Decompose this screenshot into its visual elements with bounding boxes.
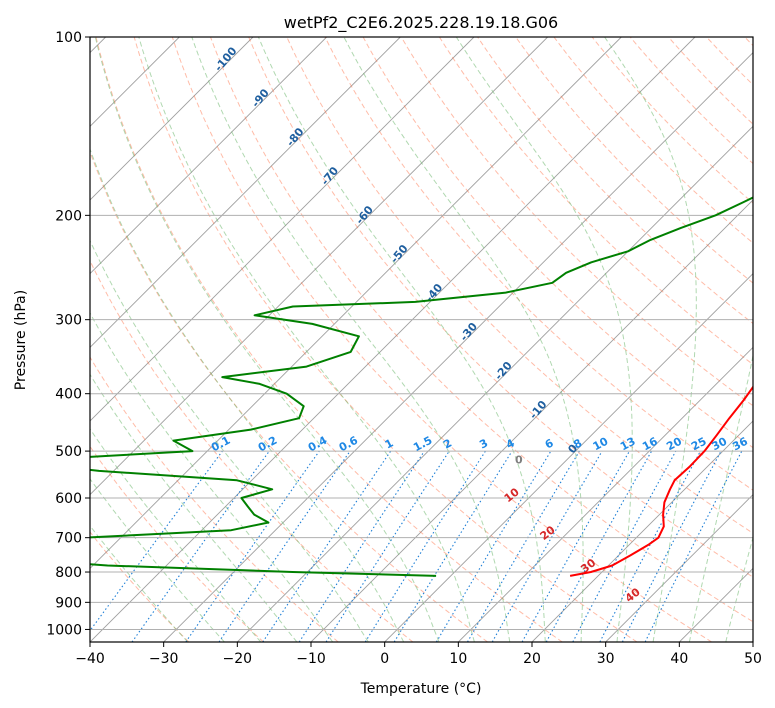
moist-adiabat-line (138, 37, 475, 642)
mixing-ratio-line (262, 450, 392, 642)
x-tick-label: 0 (380, 651, 389, 667)
x-axis-ticks: −40 −30 −20 −10 0 10 20 30 40 50 (75, 642, 762, 667)
isotherm-line (90, 37, 327, 275)
mixing-ratio-line (90, 450, 223, 632)
isotherm-line (90, 37, 475, 422)
plot-frame (89, 36, 754, 643)
dry-adiabat-line (362, 37, 753, 449)
mixing-ratio-lines (90, 450, 743, 642)
moist-adiabat-line (688, 353, 753, 642)
mixing-ratio-annotation: 20 (664, 434, 684, 453)
y-tick-label: 400 (55, 387, 82, 403)
moist-adiabat-lines (90, 37, 753, 642)
dry-adiabat-line (248, 37, 753, 578)
moist-adiabat-line (455, 37, 633, 642)
mixing-ratio-annotation: 10 (591, 434, 611, 453)
isobar-lines (90, 37, 753, 630)
mixing-ratio-annotation: 25 (689, 435, 709, 454)
y-tick-label: 100 (55, 30, 82, 46)
x-tick-label: 40 (670, 651, 688, 667)
x-tick-label: 30 (597, 651, 615, 667)
mixing-ratio-line (131, 450, 270, 642)
dry-adiabat-line (133, 37, 638, 642)
dry-adiabat-line (90, 531, 190, 642)
dry-adiabat-line (438, 37, 753, 366)
x-tick-label: −40 (75, 651, 105, 667)
mixing-ratio-annotation: 13 (618, 435, 638, 454)
isotherm-line (458, 346, 753, 642)
mixing-ratio-line (545, 450, 653, 642)
isotherm-line (531, 420, 753, 642)
dry-adiabat-line (171, 37, 712, 642)
y-tick-label: 800 (55, 565, 82, 581)
chart-title: wetPf2_C2E6.2025.228.19.18.G06 (284, 13, 558, 33)
dry-adiabat-line (324, 37, 753, 491)
moist-adiabat-line (94, 37, 440, 642)
mixing-ratio-line (298, 450, 425, 642)
y-tick-label: 500 (55, 444, 82, 460)
dry-adiabat-line (553, 37, 753, 244)
mixing-ratio-line (218, 450, 351, 642)
y-tick-label: 200 (55, 208, 82, 224)
x-tick-label: −30 (149, 651, 179, 667)
y-tick-label: 900 (55, 595, 82, 611)
isotherm-lines (90, 37, 753, 642)
mixing-ratio-line (521, 450, 630, 642)
isotherm-line (90, 37, 254, 201)
y-axis-ticks: 100 200 300 400 500 600 700 800 900 1000 (46, 30, 90, 638)
dry-adiabat-line (286, 37, 753, 534)
dry-adiabat-line (591, 37, 753, 204)
dewpoint-profile (90, 196, 753, 577)
dry-adiabat-line (95, 37, 563, 642)
isotherm-line (90, 37, 622, 569)
moist-adiabat-line (604, 37, 697, 642)
x-tick-label: 50 (744, 651, 762, 667)
y-tick-label: 600 (55, 491, 82, 507)
temperature-profile (569, 385, 753, 577)
dry-adiabat-line (90, 150, 488, 642)
y-axis-label: Pressure (hPa) (13, 290, 29, 390)
isotherm-line (90, 37, 401, 348)
mixing-ratio-annotation: 36 (730, 435, 750, 454)
y-tick-label: 1000 (46, 622, 82, 638)
mixing-ratio-line (644, 450, 743, 642)
moist-adiabat-line (257, 37, 546, 642)
plot-area (90, 37, 753, 642)
mixing-ratio-line (185, 450, 320, 642)
mixing-ratio-line (393, 450, 513, 642)
isotherm-line (605, 494, 753, 642)
isotherm-line (90, 37, 696, 642)
isotherm-line (384, 273, 753, 642)
mixing-ratio-line (325, 450, 450, 642)
x-tick-label: −20 (223, 651, 253, 667)
isotherm-annotation: 0 (515, 454, 523, 467)
y-tick-label: 700 (55, 531, 82, 547)
x-tick-label: −10 (296, 651, 326, 667)
dry-adiabat-line (90, 356, 339, 642)
moist-adiabat-line (343, 37, 584, 642)
dry-adiabat-line (400, 37, 753, 407)
isotherm-line (310, 199, 753, 642)
x-tick-label: 20 (523, 651, 541, 667)
moist-adiabat-line (90, 373, 298, 642)
moist-adiabat-line (191, 37, 511, 642)
isotherm-line (90, 37, 548, 496)
isotherm-line (237, 125, 753, 642)
x-axis-label: Temperature (°C) (360, 681, 482, 697)
isotherm-line (163, 52, 753, 642)
dry-adiabat-line (210, 37, 753, 623)
moist-adiabat-line (90, 147, 405, 642)
dry-adiabat-line (477, 37, 753, 325)
mixing-ratio-annotation: 16 (640, 435, 660, 454)
profile-series (90, 196, 753, 577)
x-tick-label: 10 (449, 651, 467, 667)
moist-adiabat-line (90, 311, 334, 642)
y-tick-label: 300 (55, 313, 82, 329)
